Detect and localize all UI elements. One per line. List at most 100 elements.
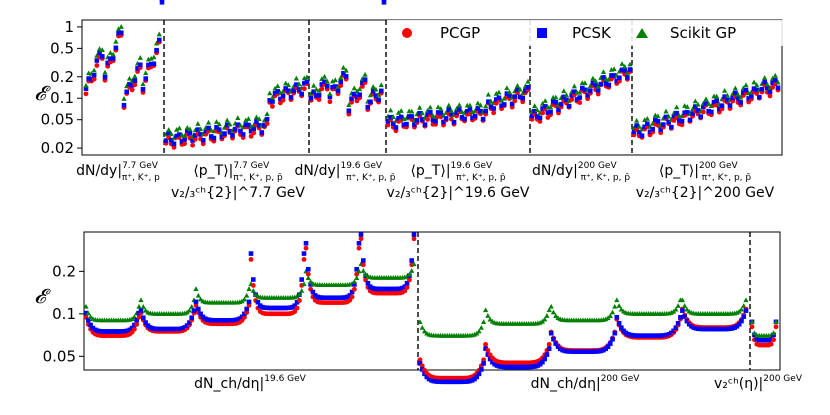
scikit-point xyxy=(592,78,599,84)
pcgp-point xyxy=(264,121,270,127)
pcsk-point xyxy=(243,122,249,127)
scikit-point xyxy=(525,78,531,84)
scikit-point xyxy=(430,112,436,118)
scikit-point xyxy=(296,81,302,87)
scikit-point xyxy=(642,117,648,122)
pcsk-point xyxy=(361,258,366,263)
scikit-point xyxy=(478,324,484,330)
pcsk-point xyxy=(582,87,588,93)
pcsk-point xyxy=(276,305,281,311)
top-category-line2: v₂/₃ᶜʰ{2}|^7.7 GeV xyxy=(171,185,305,201)
scikit-point xyxy=(544,313,550,318)
pcsk-point xyxy=(97,328,103,334)
pcsk-point xyxy=(368,99,373,105)
pcgp-point xyxy=(129,87,135,93)
pcsk-point xyxy=(346,108,352,114)
pcgp-point xyxy=(406,277,412,283)
pcsk-point xyxy=(770,80,775,86)
pcsk-point xyxy=(627,67,633,72)
top-category-line1: ⟨p_T⟩|200 GeV π⁺, K⁺, p, p̄ xyxy=(659,161,752,183)
pcsk-point xyxy=(464,109,470,114)
pcsk-point xyxy=(414,118,420,123)
pcsk-point xyxy=(90,325,96,331)
pcsk-point xyxy=(338,295,343,301)
pcsk-point xyxy=(140,87,146,92)
pcgp-point xyxy=(136,314,142,320)
top-ytick-label: 0.2 xyxy=(50,68,74,86)
pcsk-point xyxy=(733,90,738,96)
legend: PCGP PCSK Scikit GP xyxy=(387,20,783,46)
pcsk-point xyxy=(556,107,561,112)
pcgp-point xyxy=(280,97,286,103)
scikit-point xyxy=(370,84,376,89)
scikit-point xyxy=(227,121,233,127)
top-ytick-label: 0.1 xyxy=(50,89,74,107)
scikit-point xyxy=(577,89,583,95)
scikit-point xyxy=(360,268,366,273)
pcsk-point xyxy=(722,94,727,99)
pcsk-point xyxy=(221,317,226,323)
pcsk-point xyxy=(680,308,685,313)
scikit-point xyxy=(140,81,146,87)
pcsk-point xyxy=(326,295,332,301)
pcsk-point xyxy=(487,356,493,362)
pcsk-point xyxy=(661,122,666,127)
pcsk-point xyxy=(206,125,211,131)
scikit-point xyxy=(749,319,755,325)
pcsk-point xyxy=(566,103,572,109)
pcsk-point xyxy=(569,93,575,98)
scikit-point xyxy=(469,109,476,115)
pcgp-point xyxy=(251,130,257,136)
pcsk-point xyxy=(132,78,138,83)
pcsk-point xyxy=(759,337,764,343)
top-category-line2: v₂/₃ᶜʰ{2}|^19.6 GeV xyxy=(387,185,530,201)
pcsk-point xyxy=(459,114,465,120)
scikit-point xyxy=(618,306,624,312)
pcgp-point xyxy=(483,341,488,347)
pcsk-point xyxy=(400,285,405,291)
pcsk-point xyxy=(113,329,119,334)
scikit-point xyxy=(356,268,362,274)
pcgp-point xyxy=(417,357,423,363)
scikit-point xyxy=(153,40,160,46)
pcsk-point xyxy=(653,117,658,123)
pcsk-point xyxy=(496,95,502,101)
pcsk-point xyxy=(669,124,674,130)
pcsk-point xyxy=(544,352,550,357)
scikit-point xyxy=(561,88,567,94)
legend-scikit-marker xyxy=(636,28,648,38)
scikit-point xyxy=(388,107,394,113)
pcsk-point xyxy=(202,316,208,321)
scikit-point xyxy=(616,303,622,308)
pcsk-point xyxy=(267,98,273,103)
pcsk-point xyxy=(486,99,491,104)
pcgp-point xyxy=(485,347,491,353)
pcsk-point xyxy=(244,306,249,312)
scikit-point xyxy=(237,122,244,128)
pcsk-point xyxy=(542,356,547,362)
pcsk-point xyxy=(395,286,401,292)
scikit-point xyxy=(99,47,105,53)
pcsk-point xyxy=(242,311,247,317)
pcgp-point xyxy=(540,110,545,116)
pcsk-point xyxy=(230,133,235,138)
pcsk-point xyxy=(534,114,540,119)
pcsk-point xyxy=(347,293,353,298)
pcgp-point xyxy=(749,324,755,330)
pcsk-point xyxy=(304,79,310,85)
scikit-point xyxy=(83,82,89,88)
pcsk-point xyxy=(590,80,596,86)
scikit-point xyxy=(724,92,730,98)
pcsk-point xyxy=(345,294,350,300)
pcsk-point xyxy=(290,304,295,310)
scikit-point xyxy=(674,104,680,110)
scikit-point xyxy=(343,67,349,73)
pcsk-point xyxy=(83,310,89,316)
pcsk-point xyxy=(343,74,349,79)
pcsk-point xyxy=(189,315,194,321)
pcsk-point xyxy=(446,107,452,113)
scikit-point xyxy=(627,61,633,67)
pcsk-point xyxy=(219,134,225,140)
scikit-point xyxy=(419,324,425,330)
pcsk-point xyxy=(191,308,197,313)
